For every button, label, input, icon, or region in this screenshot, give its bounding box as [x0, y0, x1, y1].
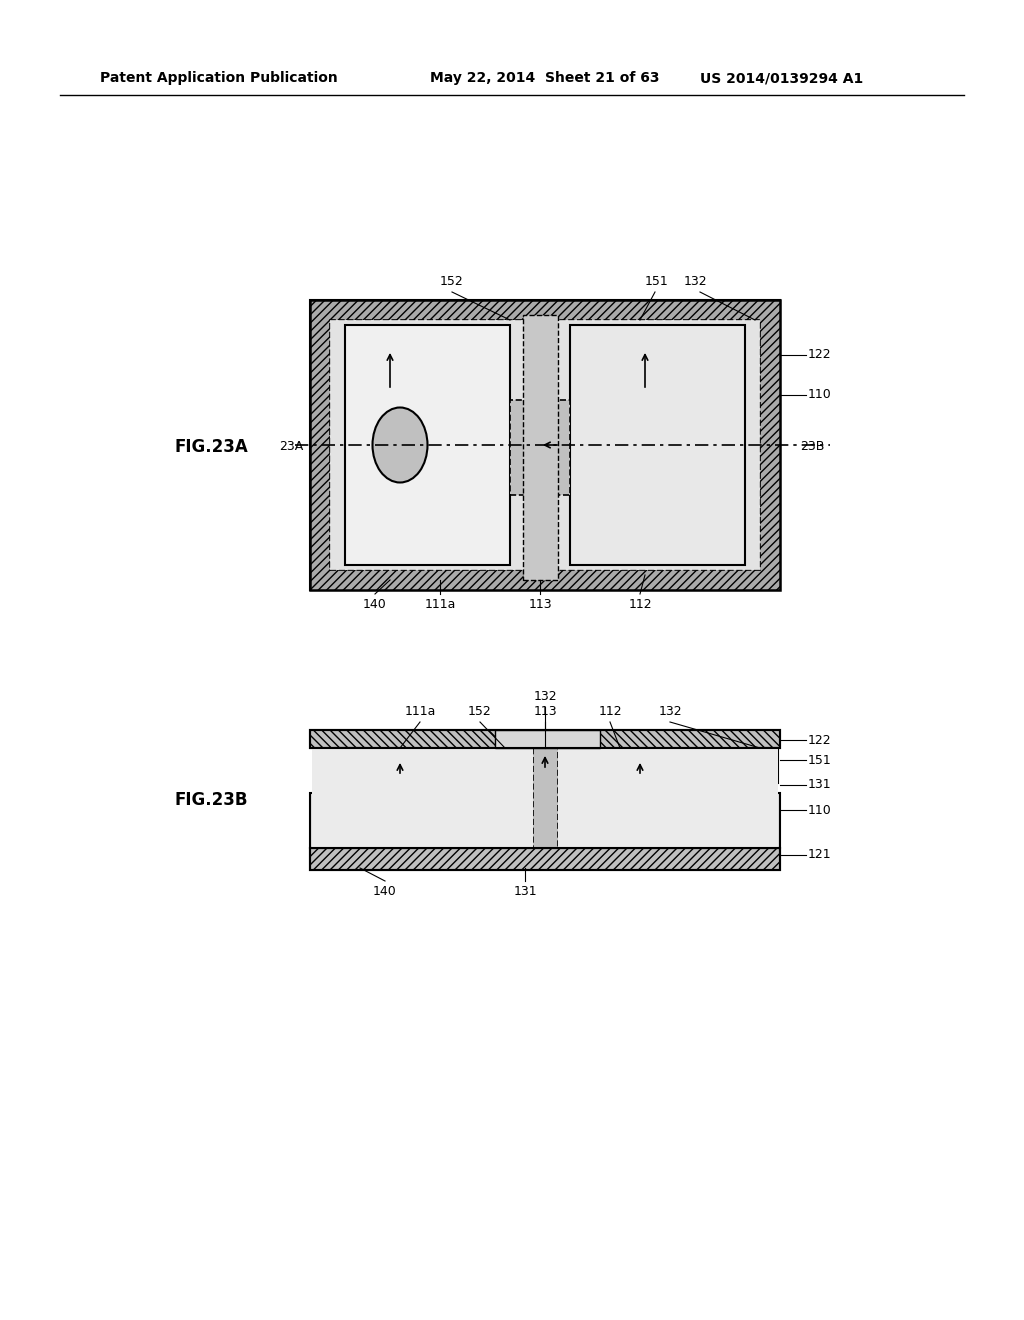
- Text: 132: 132: [534, 690, 557, 704]
- Bar: [310, 847, 780, 870]
- Bar: [558, 748, 778, 847]
- Bar: [310, 300, 330, 590]
- Text: May 22, 2014  Sheet 21 of 63: May 22, 2014 Sheet 21 of 63: [430, 71, 659, 84]
- Bar: [335, 748, 365, 783]
- Text: 110: 110: [808, 804, 831, 817]
- Bar: [345, 325, 510, 565]
- Bar: [495, 730, 600, 748]
- Bar: [310, 847, 780, 870]
- Bar: [534, 748, 558, 847]
- Text: 152: 152: [440, 275, 464, 288]
- Bar: [760, 300, 780, 590]
- Text: 111a: 111a: [424, 598, 456, 611]
- Text: 113: 113: [534, 705, 557, 718]
- Text: 152: 152: [468, 705, 492, 718]
- Bar: [510, 400, 570, 495]
- Text: 140: 140: [364, 598, 387, 611]
- Text: Patent Application Publication: Patent Application Publication: [100, 71, 338, 84]
- Text: 112: 112: [598, 705, 622, 718]
- Text: 113: 113: [528, 598, 552, 611]
- Text: 132: 132: [658, 705, 682, 718]
- Bar: [570, 325, 745, 565]
- Text: US 2014/0139294 A1: US 2014/0139294 A1: [700, 71, 863, 84]
- Text: 151: 151: [645, 275, 669, 288]
- Bar: [310, 793, 780, 847]
- Ellipse shape: [373, 408, 427, 483]
- Bar: [523, 315, 558, 579]
- Bar: [748, 748, 778, 783]
- Bar: [330, 319, 760, 570]
- Text: 140: 140: [373, 884, 397, 898]
- Text: FIG.23A: FIG.23A: [175, 438, 249, 455]
- Bar: [330, 319, 760, 570]
- Bar: [310, 300, 780, 590]
- Text: 122: 122: [808, 348, 831, 362]
- Text: 121: 121: [808, 849, 831, 862]
- Bar: [330, 319, 760, 570]
- Text: 112: 112: [628, 598, 652, 611]
- Text: 110: 110: [808, 388, 831, 401]
- Bar: [312, 748, 534, 847]
- Text: 131: 131: [513, 884, 537, 898]
- Text: FIG.23B: FIG.23B: [175, 791, 249, 809]
- Text: 23A: 23A: [279, 441, 303, 454]
- Polygon shape: [380, 783, 420, 803]
- Bar: [310, 730, 780, 748]
- Bar: [310, 570, 780, 590]
- Text: 132: 132: [683, 275, 707, 288]
- Text: 131: 131: [808, 779, 831, 792]
- Text: 122: 122: [808, 734, 831, 747]
- Text: 111a: 111a: [404, 705, 435, 718]
- Text: 23B: 23B: [800, 441, 824, 454]
- Text: 151: 151: [808, 754, 831, 767]
- Bar: [310, 730, 780, 748]
- Bar: [310, 300, 780, 319]
- Bar: [310, 300, 780, 590]
